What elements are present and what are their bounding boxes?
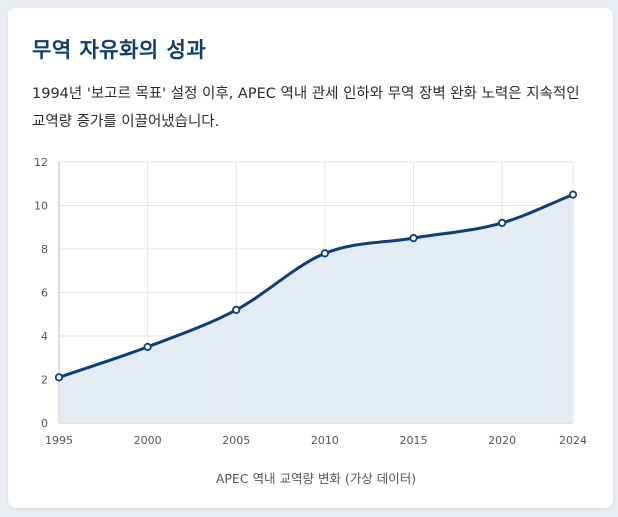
- y-tick-label: 12: [34, 156, 48, 169]
- x-axis-label: APEC 역내 교역량 변화 (가상 데이터): [216, 471, 416, 486]
- y-tick-label: 6: [41, 287, 48, 300]
- data-point-2020: [498, 218, 507, 227]
- x-tick-label: 2024: [559, 434, 587, 447]
- area-fill: [59, 194, 573, 423]
- x-tick-label: 2005: [222, 434, 250, 447]
- y-tick-label: 10: [34, 200, 48, 213]
- y-axis-ticks: 0 2 4 6 8 10 12: [34, 156, 48, 430]
- x-tick-label: 2010: [311, 434, 339, 447]
- data-point-2015: [409, 234, 418, 243]
- data-point-2000: [143, 342, 152, 351]
- card-description: 1994년 '보고르 목표' 설정 이후, APEC 역내 관세 인하와 무역 …: [32, 86, 580, 130]
- x-tick-label: 2000: [134, 434, 162, 447]
- data-point-1995: [54, 373, 64, 382]
- card-title: 무역 자유화의 성과: [32, 38, 207, 62]
- y-tick-label: 0: [41, 417, 48, 430]
- x-tick-label: 2015: [399, 434, 427, 447]
- x-tick-label: 1995: [45, 434, 73, 447]
- data-points: [54, 190, 578, 382]
- y-tick-label: 2: [41, 374, 48, 387]
- x-tick-label: 2020: [488, 434, 516, 447]
- data-point-2005: [232, 305, 241, 314]
- data-point-2024: [568, 190, 578, 199]
- y-tick-label: 4: [41, 330, 48, 343]
- x-axis-ticks: 1995 2000 2005 2010 2015 2020 2024: [45, 434, 587, 447]
- data-point-2010: [320, 249, 329, 258]
- y-tick-label: 8: [41, 243, 48, 256]
